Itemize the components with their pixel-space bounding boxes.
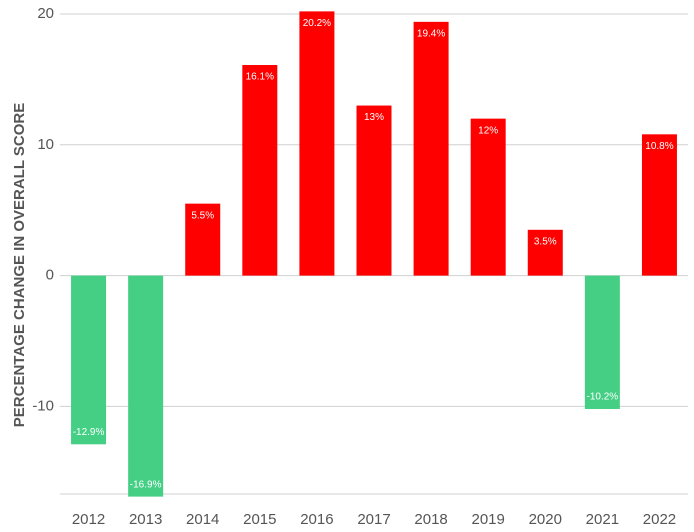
bar (413, 21, 449, 276)
x-tick-label: 2014 (186, 511, 219, 528)
bar (470, 118, 506, 276)
bar (185, 203, 221, 276)
value-label: 16.1% (246, 72, 274, 83)
bar (71, 275, 107, 445)
x-tick-label: 2012 (72, 511, 105, 528)
y-tick-label: 10 (37, 136, 54, 153)
value-label: -10.2% (587, 392, 619, 403)
value-label: 20.2% (303, 18, 331, 29)
bar (128, 275, 164, 497)
bar (242, 65, 278, 276)
x-tick-label: 2016 (300, 511, 333, 528)
x-tick-label: 2020 (529, 511, 562, 528)
value-label: 10.8% (645, 141, 673, 152)
y-tick-label: 0 (46, 267, 54, 284)
x-tick-label: 2019 (471, 511, 504, 528)
x-tick-label: 2018 (414, 511, 447, 528)
bar (641, 134, 677, 276)
x-tick-label: 2021 (586, 511, 619, 528)
bar (299, 11, 335, 276)
value-label: 19.4% (417, 28, 445, 39)
x-tick-label: 2015 (243, 511, 276, 528)
value-label: 13% (364, 112, 384, 123)
value-label: -12.9% (73, 427, 105, 438)
x-tick-label: 2017 (357, 511, 390, 528)
value-label: -16.9% (130, 479, 162, 490)
bar (584, 275, 620, 409)
x-tick-label: 2013 (129, 511, 162, 528)
bar (356, 105, 392, 276)
y-axis-label: PERCENTAGE CHANGE IN OVERALL SCORE (11, 103, 28, 427)
value-label: 3.5% (534, 236, 557, 247)
y-tick-label: 20 (37, 5, 54, 22)
bar (527, 229, 563, 276)
value-label: 5.5% (191, 210, 214, 221)
x-tick-label: 2022 (643, 511, 676, 528)
value-label: 12% (478, 125, 498, 136)
y-tick-label: -10 (32, 397, 54, 414)
